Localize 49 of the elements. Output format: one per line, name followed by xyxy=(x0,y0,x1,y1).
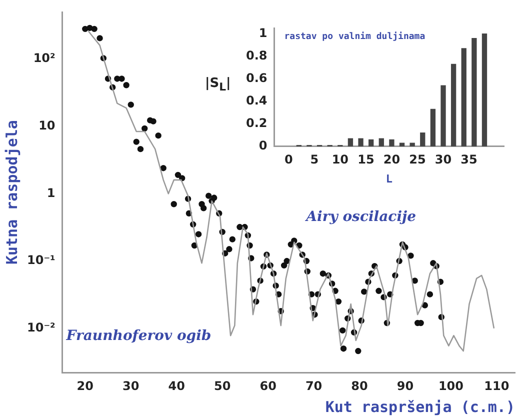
x-axis-title: L xyxy=(386,172,393,186)
x-tick-label: 60 xyxy=(260,378,276,393)
y-tick-label: 10⁻¹ xyxy=(26,253,56,268)
bar xyxy=(348,138,354,146)
y-tick-label: 1 xyxy=(258,26,268,40)
annotation: Fraunhoferov ogib xyxy=(65,328,212,344)
y-tick-label: 10 xyxy=(38,118,56,132)
x-tick-label: 20 xyxy=(76,378,94,393)
bar xyxy=(450,64,456,146)
bar xyxy=(461,48,466,146)
y-tick-label: 10² xyxy=(33,51,56,66)
y-axis-title: Kutna raspodjela xyxy=(2,120,21,265)
x-tick-label: 100 xyxy=(438,378,464,393)
y-tick-label: 0.4 xyxy=(246,93,268,108)
x-tick-label: 50 xyxy=(214,378,231,393)
x-tick-label: 40 xyxy=(168,378,185,393)
annotation: Airy oscilacije xyxy=(304,209,416,226)
bar xyxy=(389,139,394,146)
x-tick-label: 15 xyxy=(358,152,374,167)
x-tick-label: 80 xyxy=(351,378,368,393)
bar xyxy=(358,138,364,146)
bar xyxy=(472,38,477,146)
bar xyxy=(399,142,405,146)
bar xyxy=(440,85,446,146)
x-tick-label: 5 xyxy=(310,152,319,167)
x-tick-label: 30 xyxy=(434,152,452,167)
x-tick-label: 20 xyxy=(383,152,400,167)
x-tick-label: 0 xyxy=(284,152,293,167)
y-tick-label: 1 xyxy=(46,186,56,200)
bar xyxy=(378,138,384,146)
y-tick-label: 0.2 xyxy=(246,116,268,130)
y-tick-label: 0.6 xyxy=(246,70,268,85)
y-tick-label: 10⁻² xyxy=(26,320,56,334)
x-tick-label: 35 xyxy=(460,152,478,167)
bar xyxy=(482,34,488,146)
y-tick-label: 0 xyxy=(258,138,268,153)
x-tick-label: 30 xyxy=(122,378,140,393)
x-axis-title: Kut raspršenja (c.m.) xyxy=(325,398,515,416)
bar xyxy=(420,132,426,146)
y-axis-title: |S$_{L}$| xyxy=(205,76,231,94)
bar xyxy=(430,108,436,146)
x-tick-label: 70 xyxy=(305,378,322,393)
x-tick-label: 110 xyxy=(484,378,510,393)
x-tick-label: 25 xyxy=(409,152,426,167)
x-tick-label: 90 xyxy=(396,378,414,393)
y-tick-label: 0.8 xyxy=(246,48,268,62)
bar xyxy=(410,142,415,146)
x-tick-label: 10 xyxy=(332,152,349,167)
annotation: rastav po valnim duljinama xyxy=(284,31,426,42)
